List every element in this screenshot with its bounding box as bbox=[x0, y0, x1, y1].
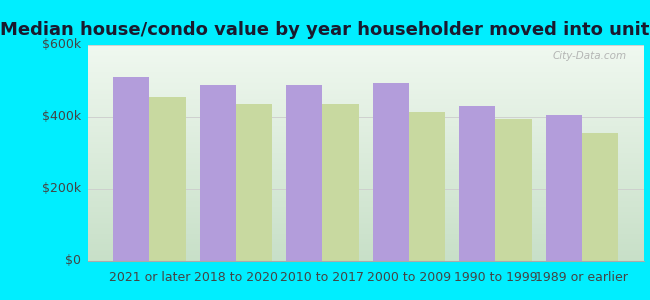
Text: City-Data.com: City-Data.com bbox=[552, 52, 627, 61]
Bar bbox=[236, 104, 272, 261]
Bar bbox=[459, 106, 495, 261]
Text: $400k: $400k bbox=[42, 110, 81, 124]
Text: $200k: $200k bbox=[42, 182, 81, 196]
Bar bbox=[372, 83, 409, 261]
Bar bbox=[495, 119, 532, 261]
Bar bbox=[286, 85, 322, 261]
Bar bbox=[322, 104, 359, 261]
Bar bbox=[409, 112, 445, 261]
Text: Median house/condo value by year householder moved into unit: Median house/condo value by year househo… bbox=[0, 21, 650, 39]
Text: $600k: $600k bbox=[42, 38, 81, 52]
Bar bbox=[545, 115, 582, 261]
Bar bbox=[150, 97, 186, 261]
Bar bbox=[582, 133, 618, 261]
Text: $0: $0 bbox=[65, 254, 81, 268]
Bar bbox=[200, 85, 236, 261]
Bar bbox=[113, 77, 150, 261]
